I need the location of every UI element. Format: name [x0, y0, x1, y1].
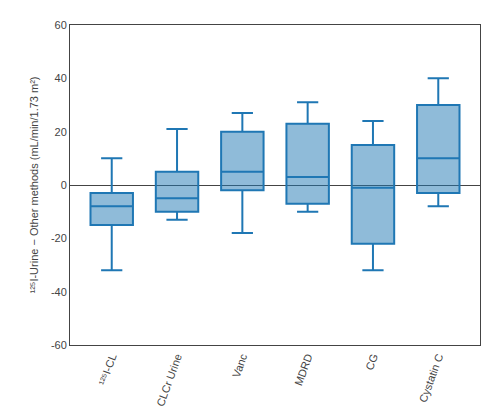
- svg-text:¹²⁵I-CL: ¹²⁵I-CL: [96, 352, 118, 387]
- svg-text:CLCr Urine: CLCr Urine: [154, 352, 184, 408]
- svg-text:60: 60: [55, 19, 67, 31]
- svg-text:40: 40: [55, 72, 67, 84]
- svg-text:Cystatin C: Cystatin C: [417, 352, 446, 404]
- svg-text:Vanc: Vanc: [230, 352, 250, 379]
- svg-text:20: 20: [55, 126, 67, 138]
- svg-text:-60: -60: [51, 339, 67, 351]
- svg-text:¹²⁵I-Urine − Other methods (mL: ¹²⁵I-Urine − Other methods (mL/min/1.73 …: [28, 77, 40, 294]
- svg-text:-20: -20: [51, 232, 67, 244]
- svg-text:-40: -40: [51, 286, 67, 298]
- svg-text:MDRD: MDRD: [292, 352, 315, 387]
- svg-text:CG: CG: [363, 352, 380, 372]
- svg-text:0: 0: [61, 179, 67, 191]
